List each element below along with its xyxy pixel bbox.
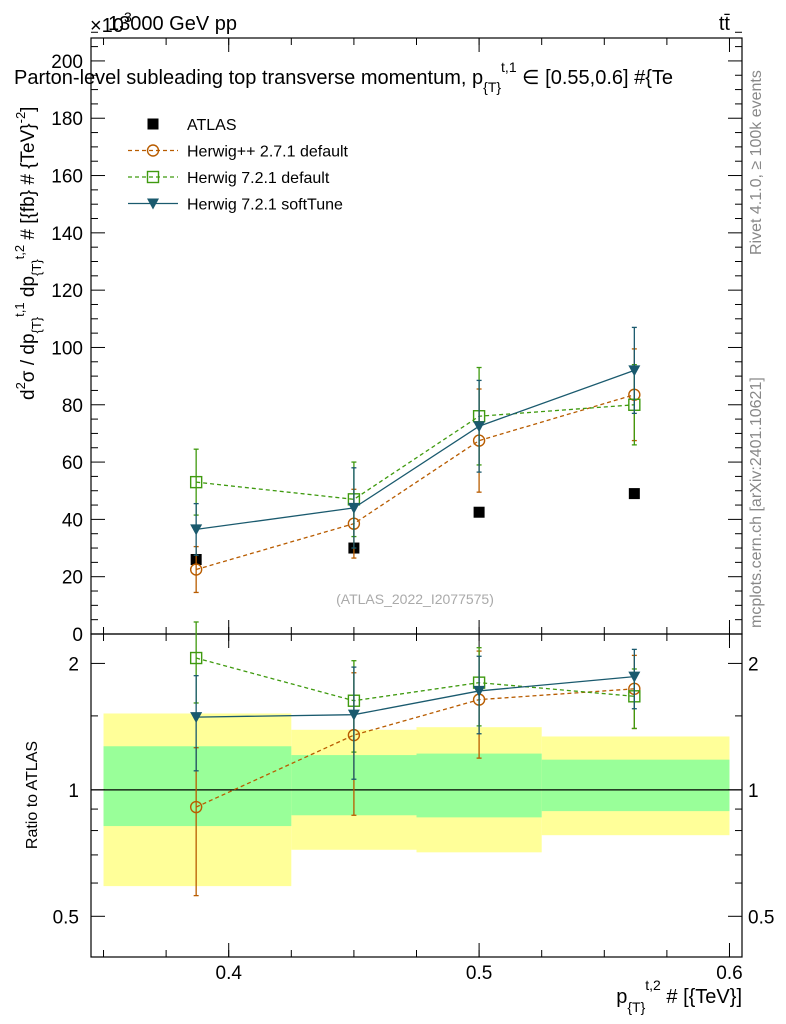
- process-label: tt̄: [719, 13, 731, 35]
- data-point: [189, 563, 203, 576]
- series-line: [195, 394, 635, 571]
- uncertainty-band-inner: [103, 746, 292, 827]
- legend: ATLAS Herwig++ 2.7.1 default Herwig 7.2.1 …: [128, 117, 349, 214]
- ratio-data-point: [189, 800, 203, 814]
- data-point: [628, 488, 640, 500]
- x-tick-label: 0.5: [466, 963, 492, 984]
- series-atlas: [190, 488, 640, 565]
- ratio-y-tick-label-right: 1: [748, 781, 759, 802]
- series-herwig-7-2-1-default: [189, 364, 641, 538]
- ratio-data-point: [189, 651, 203, 665]
- data-point: [473, 506, 485, 518]
- x-tick-label: 0.6: [716, 963, 742, 984]
- legend-entry: ATLAS: [147, 117, 237, 134]
- series-line: [196, 404, 635, 500]
- ratio-data-point: [190, 712, 203, 724]
- data-point: [473, 421, 486, 433]
- main-y-tick-label: 20: [62, 568, 83, 589]
- main-y-tick-label: 140: [51, 224, 83, 245]
- main-y-tick-label: 100: [51, 338, 83, 359]
- data-point: [190, 524, 203, 536]
- x-tick-label: 0.4: [216, 963, 243, 984]
- main-y-tick-label: 160: [51, 167, 83, 188]
- ratio-y-tick-label-right: 2: [748, 654, 759, 675]
- main-y-tick-label: 80: [62, 396, 83, 417]
- ratio-series-line: [196, 676, 635, 718]
- ratio-series-line: [195, 657, 635, 702]
- legend-label: Herwig 7.2.1 softTune: [187, 197, 343, 214]
- ratio-panel: 0.5 0.5 1 1 2 2 0.4 0.5 0.6: [53, 621, 774, 984]
- main-y-tick-label: 0: [72, 625, 83, 646]
- data-point: [189, 475, 203, 489]
- series-herwig-7-2-1-softtune: [190, 326, 641, 556]
- ratio-data-point: [473, 685, 486, 697]
- ratio-ylabel: Ratio to ATLAS: [24, 741, 41, 849]
- legend-entry: Herwig 7.2.1 default: [128, 170, 330, 187]
- ratio-y-tick-label: 2: [68, 654, 79, 675]
- legend-label: Herwig 7.2.1 default: [187, 170, 330, 187]
- main-y-tick-label: 60: [62, 453, 83, 474]
- energy-label: 13000 GeV pp: [108, 13, 237, 35]
- legend-marker: [146, 144, 160, 157]
- ratio-series-herwig-7-2-1-softtune: [190, 648, 641, 780]
- exponent-label: ×103: [90, 9, 132, 37]
- main-panel: 0 20 40 60 80 100 120 140 160 180 200: [51, 31, 743, 646]
- series-line: [196, 369, 635, 531]
- uncertainty-band-inner: [416, 753, 542, 818]
- mcplots-label: mcplots.cern.ch [arXiv:2401.10621]: [748, 377, 765, 628]
- ratio-data-point: [347, 709, 360, 721]
- ratio-data-point: [628, 671, 641, 683]
- main-y-tick-label: 180: [51, 109, 83, 130]
- main-y-tick-label: 120: [51, 281, 83, 302]
- legend-label: Herwig++ 2.7.1 default: [187, 144, 349, 161]
- main-y-tick-label: 200: [51, 52, 83, 73]
- data-point: [347, 502, 360, 514]
- main-ylabel: d2σ / dp{T}t,1 dp{T}t,2 # [{fb} # {TeV}-…: [12, 107, 44, 400]
- legend-marker: [146, 170, 160, 184]
- rivet-label: Rivet 4.1.0, ≥ 100k events: [748, 70, 765, 255]
- ratio-y-tick-label-right: 0.5: [748, 907, 774, 928]
- ratio-y-tick-label: 0.5: [53, 907, 79, 928]
- main-y-tick-label: 40: [62, 510, 83, 531]
- legend-entry: Herwig 7.2.1 softTune: [128, 197, 343, 214]
- uncertainty-band-inner: [541, 759, 730, 812]
- analysis-watermark: (ATLAS_2022_I2077575): [336, 591, 494, 607]
- data-point: [628, 365, 641, 377]
- legend-marker: [147, 118, 159, 130]
- ratio-series-line: [195, 688, 635, 808]
- chart-title: Parton-level subleading top transverse m…: [14, 59, 673, 95]
- legend-label: ATLAS: [187, 117, 237, 134]
- legend-marker: [147, 198, 159, 210]
- ratio-y-tick-label: 1: [68, 781, 79, 802]
- x-axis-label: p{T}t,2 # [{TeV}]: [616, 977, 742, 1015]
- series-herwig-2-7-1-default: [189, 348, 641, 594]
- legend-entry: Herwig++ 2.7.1 default: [128, 144, 349, 161]
